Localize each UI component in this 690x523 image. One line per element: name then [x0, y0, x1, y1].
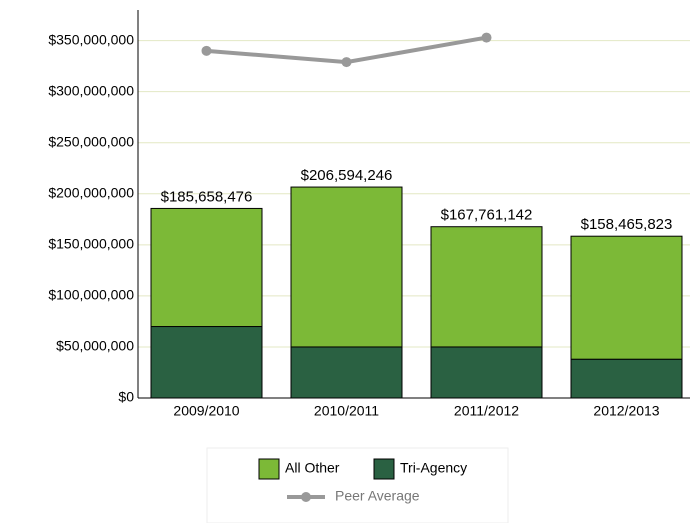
legend-box — [206, 447, 509, 523]
line-marker — [341, 57, 352, 68]
x-tick-label: 2009/2010 — [173, 403, 239, 419]
total-label: $158,465,823 — [581, 216, 673, 233]
y-tick-label: $100,000,000 — [48, 287, 134, 303]
x-tick-label: 2010/2011 — [314, 403, 379, 419]
legend-swatch — [258, 458, 280, 480]
y-tick-label: $200,000,000 — [48, 184, 134, 200]
bar-segment — [430, 226, 543, 348]
legend-swatch — [373, 458, 395, 480]
x-tick-label: 2011/2012 — [454, 403, 519, 419]
line-marker — [201, 45, 212, 56]
total-label: $185,658,476 — [161, 188, 253, 205]
bar-segment — [150, 326, 263, 399]
bar-segment — [570, 358, 683, 399]
line-marker — [481, 32, 492, 43]
total-label: $167,761,142 — [441, 207, 533, 224]
y-tick-label: $150,000,000 — [48, 236, 134, 252]
x-tick-label: 2012/2013 — [593, 403, 659, 419]
y-tick-label: $250,000,000 — [48, 133, 134, 149]
bar-segment — [430, 346, 543, 399]
bar-segment — [290, 186, 403, 348]
y-tick-label: $0 — [118, 389, 134, 405]
legend-label: Tri-Agency — [400, 460, 467, 476]
y-tick-label: $300,000,000 — [48, 82, 134, 98]
legend-label: Peer Average — [335, 488, 420, 504]
legend-marker — [301, 492, 311, 502]
bar-segment — [150, 207, 263, 328]
y-tick-label: $50,000,000 — [56, 338, 134, 354]
bar-segment — [290, 346, 403, 399]
bar-segment — [570, 235, 683, 360]
legend-label: All Other — [285, 460, 340, 476]
y-tick-label: $350,000,000 — [48, 31, 134, 47]
total-label: $206,594,246 — [301, 167, 393, 184]
